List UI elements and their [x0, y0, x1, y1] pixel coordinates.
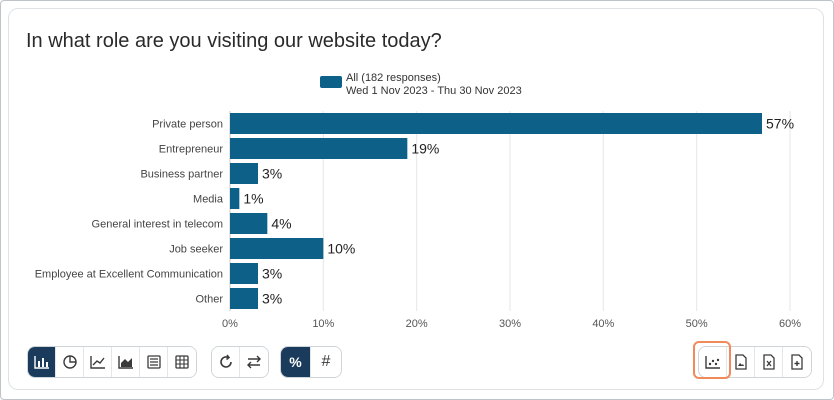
pie-chart-icon[interactable]: [56, 347, 84, 377]
x-tick-label: 50%: [686, 318, 708, 330]
swap-icon[interactable]: [240, 347, 268, 377]
bar[interactable]: [230, 163, 258, 184]
data-label: 1%: [243, 191, 263, 207]
bar[interactable]: [230, 188, 240, 209]
highlight-box: [693, 341, 731, 379]
x-tick-label: 20%: [406, 318, 428, 330]
data-label: 57%: [766, 116, 794, 132]
category-label: General interest in telecom: [92, 219, 223, 231]
bar[interactable]: [230, 288, 258, 309]
data-label: 3%: [262, 166, 282, 182]
percent-mode-button[interactable]: %: [281, 347, 311, 377]
category-label: Media: [193, 194, 224, 206]
chart-title: In what role are you visiting our websit…: [26, 30, 442, 52]
category-label: Business partner: [140, 169, 223, 181]
data-label: 3%: [262, 266, 282, 282]
category-label: Private person: [152, 119, 223, 131]
category-label: Employee at Excellent Communication: [35, 269, 223, 281]
data-label: 10%: [327, 241, 355, 257]
chart-type-toolbar: [27, 346, 197, 378]
count-mode-button[interactable]: #: [311, 347, 341, 377]
x-tick-label: 0%: [222, 318, 238, 330]
chart-card: [8, 8, 824, 390]
area-chart-icon[interactable]: [112, 347, 140, 377]
refresh-icon[interactable]: [212, 347, 240, 377]
legend-line1: All (182 responses): [346, 72, 441, 84]
export-excel-icon[interactable]: [755, 347, 783, 377]
category-label: Other: [195, 294, 223, 306]
action-toolbar: [211, 346, 269, 378]
data-label: 4%: [271, 216, 291, 232]
category-label: Job seeker: [169, 244, 223, 256]
category-label: Entrepreneur: [159, 144, 224, 156]
export-add-icon[interactable]: [783, 347, 811, 377]
data-label: 19%: [411, 141, 439, 157]
legend-swatch[interactable]: [320, 76, 342, 88]
bar[interactable]: [230, 213, 268, 234]
legend-line2: Wed 1 Nov 2023 - Thu 30 Nov 2023: [346, 85, 522, 97]
bar-chart-icon[interactable]: [28, 347, 56, 377]
line-chart-icon[interactable]: [84, 347, 112, 377]
bar[interactable]: [230, 263, 258, 284]
export-image-icon[interactable]: [727, 347, 755, 377]
x-tick-label: 40%: [592, 318, 614, 330]
export-toolbar: [698, 346, 812, 378]
x-tick-label: 60%: [779, 318, 801, 330]
x-tick-label: 30%: [499, 318, 521, 330]
x-tick-label: 10%: [312, 318, 334, 330]
bar[interactable]: [230, 138, 408, 159]
data-label: 3%: [262, 291, 282, 307]
value-mode-toolbar: % #: [280, 346, 342, 378]
bar[interactable]: [230, 238, 324, 259]
list-icon[interactable]: [140, 347, 168, 377]
table-icon[interactable]: [168, 347, 196, 377]
bar[interactable]: [230, 113, 762, 134]
scatter-icon[interactable]: [699, 347, 727, 377]
